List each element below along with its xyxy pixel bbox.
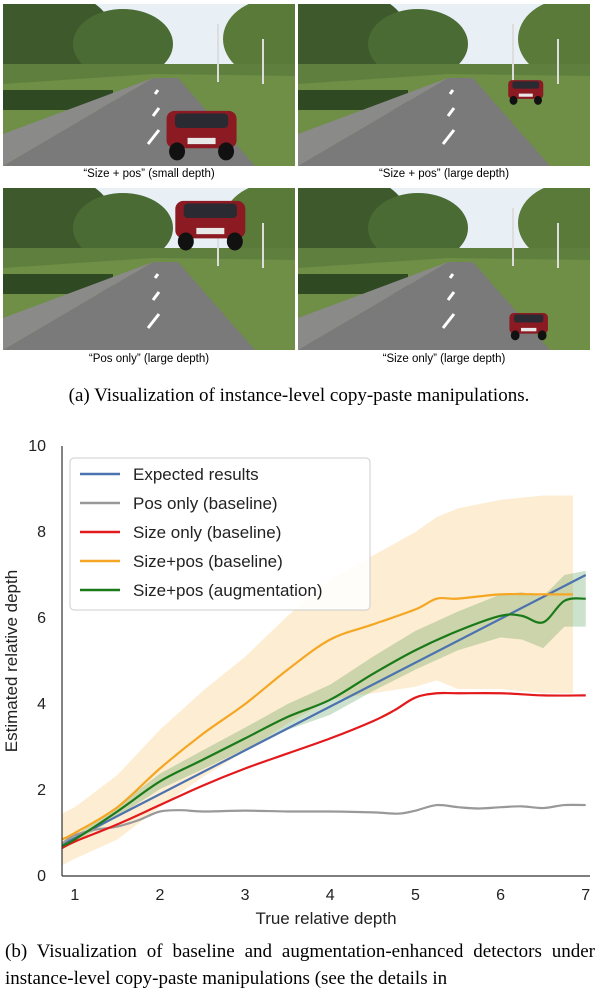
figure-caption-a: (a) Visualization of instance-level copy… xyxy=(68,385,530,406)
legend-box xyxy=(69,457,371,611)
x-tick-label: 2 xyxy=(155,887,164,904)
legend-label: Pos only (baseline) xyxy=(133,494,278,513)
y-tick-label: 4 xyxy=(37,696,46,713)
pasted-car xyxy=(166,110,237,161)
photo-caption: “Size + pos” (small depth) xyxy=(83,168,215,180)
series-line xyxy=(61,574,587,846)
series-line xyxy=(61,592,573,841)
photo-caption: “Size only” (large depth) xyxy=(382,353,506,365)
x-tick-label: 7 xyxy=(581,887,590,904)
series-line xyxy=(61,597,586,847)
x-tick-label: 5 xyxy=(411,887,420,904)
photo-size-pos-small-depth xyxy=(3,4,295,166)
chart-legend: Expected results Pos only (baseline) Size … xyxy=(69,457,371,611)
series-line xyxy=(61,803,586,845)
legend-label: Size+pos (augmentation) xyxy=(133,581,322,600)
x-tick-label: 6 xyxy=(496,887,505,904)
x-tick-label: 3 xyxy=(241,887,250,904)
pasted-car xyxy=(509,313,548,341)
y-tick-label: 10 xyxy=(28,438,46,455)
y-axis-label: Estimated relative depth xyxy=(2,570,21,752)
photo-pos-only-large-depth xyxy=(3,188,295,350)
photo-size-only-large-depth xyxy=(298,188,590,350)
y-tick-label: 8 xyxy=(37,524,46,541)
pasted-car xyxy=(175,200,246,251)
series-line xyxy=(61,691,586,850)
figure-caption-b: (b) Visualization of baseline and augmen… xyxy=(5,941,595,989)
legend-label: Size only (baseline) xyxy=(133,523,281,542)
x-tick-label: 4 xyxy=(326,887,335,904)
x-axis-label: True relative depth xyxy=(255,909,396,928)
x-tick-label: 1 xyxy=(70,887,79,904)
pasted-car xyxy=(508,80,544,105)
photo-caption: “Pos only” (large depth) xyxy=(88,353,210,365)
photo-caption: “Size + pos” (large depth) xyxy=(378,168,510,180)
y-tick-label: 2 xyxy=(37,782,46,799)
y-tick-label: 0 xyxy=(37,868,46,885)
series-lines xyxy=(61,574,587,850)
y-tick-label: 6 xyxy=(37,610,46,627)
legend-label: Size+pos (baseline) xyxy=(133,552,283,571)
confidence-band xyxy=(62,495,573,866)
legend-label: Expected results xyxy=(133,465,259,484)
photo-size-pos-large-depth xyxy=(298,4,590,166)
